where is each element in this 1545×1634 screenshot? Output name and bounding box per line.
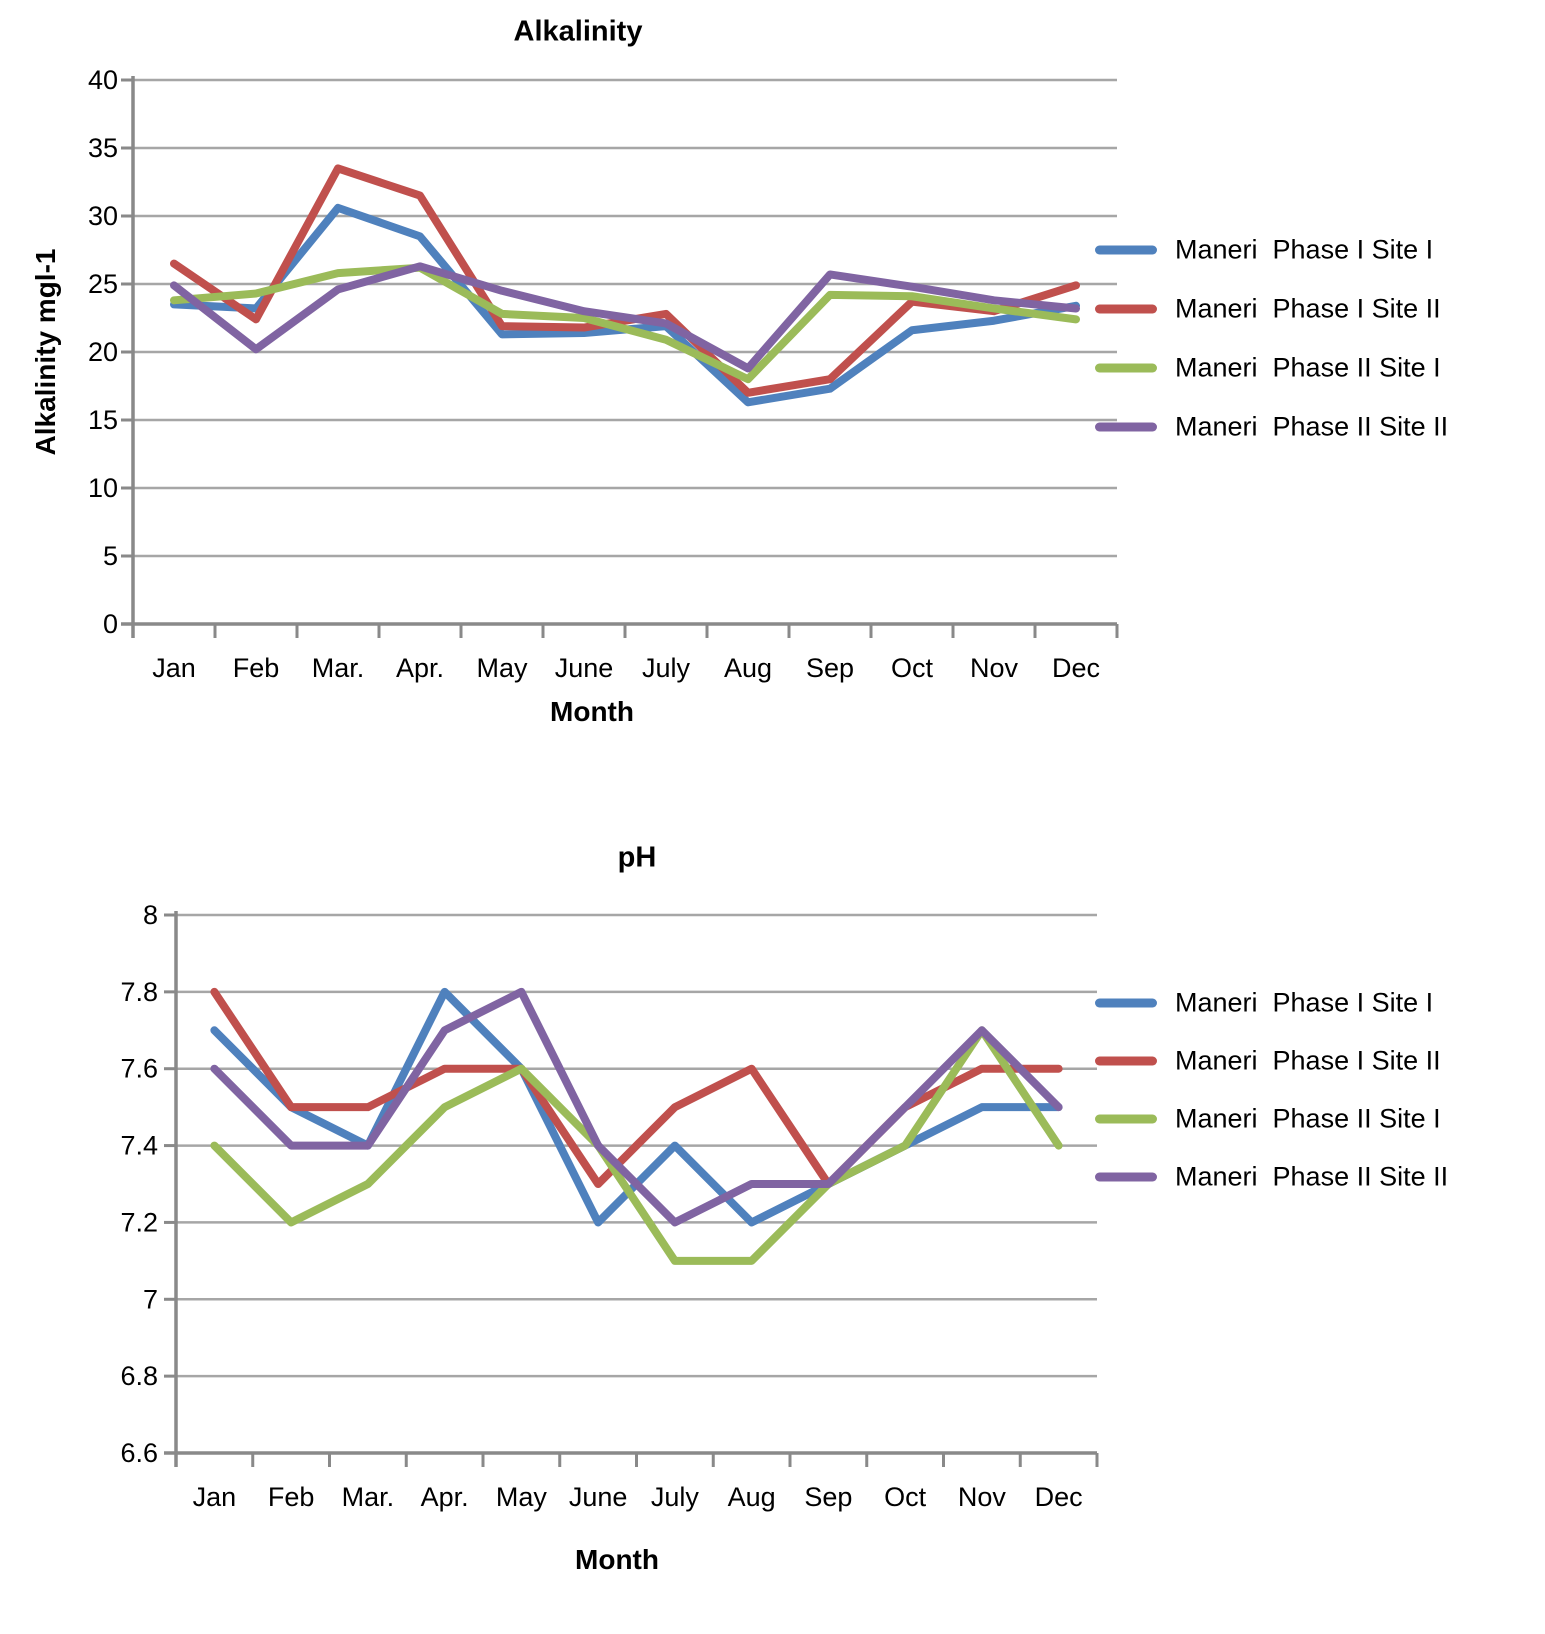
alkalinity-x-tick-label: Mar. (312, 653, 365, 683)
alkalinity-y-tick-label: 40 (88, 65, 118, 95)
ph-y-tick-label: 6.6 (120, 1438, 158, 1468)
alkalinity-x-tick-label: Nov (970, 653, 1019, 683)
alkalinity-y-tick-label: 15 (88, 405, 118, 435)
ph-x-tick-label: Mar. (342, 1482, 395, 1512)
ph-y-tick-label: 6.8 (120, 1361, 158, 1391)
ph-x-tick-label: Sep (804, 1482, 852, 1512)
alkalinity-x-tick-label: Apr. (396, 653, 444, 683)
alkalinity-x-tick-label: Sep (806, 653, 854, 683)
alkalinity-y-tick-label: 20 (88, 337, 118, 367)
alkalinity-series-line (170, 263, 1080, 384)
ph-series-line (210, 1026, 1063, 1265)
alkalinity-series-line (170, 262, 1080, 373)
alkalinity-x-tick-label: Dec (1052, 653, 1100, 683)
alkalinity-x-tick-label: Jan (152, 653, 196, 683)
ph-y-tick-label: 7.8 (120, 977, 158, 1007)
ph-y-tick-label: 7.6 (120, 1054, 158, 1084)
ph-x-tick-label: June (569, 1482, 628, 1512)
alkalinity-y-tick-label: 10 (88, 473, 118, 503)
alkalinity-x-axis-title: Month (550, 696, 634, 727)
ph-x-tick-label: Jan (193, 1482, 237, 1512)
ph-y-tick-label: 7.2 (120, 1207, 158, 1237)
alkalinity-y-tick-label: 0 (103, 609, 118, 639)
alkalinity-x-tick-label: Aug (724, 653, 772, 683)
alkalinity-y-tick-label: 30 (88, 201, 118, 231)
ph-series-line (210, 987, 1063, 1188)
ph-x-tick-label: July (651, 1482, 700, 1512)
ph-x-tick-label: Feb (268, 1482, 315, 1512)
alkalinity-y-tick-label: 5 (103, 541, 118, 571)
ph-series-line (210, 987, 1063, 1227)
alkalinity-x-tick-label: Feb (233, 653, 280, 683)
ph-x-axis-title: Month (575, 1544, 659, 1575)
alkalinity-x-tick-label: May (476, 653, 528, 683)
alkalinity-y-axis-title: Alkalinity mgl-1 (30, 248, 61, 456)
alkalinity-chart-title: Alkalinity (513, 15, 643, 48)
ph-chart-title: pH (617, 841, 657, 874)
alkalinity-y-tick-label: 35 (88, 133, 118, 163)
alkalinity-x-tick-label: June (555, 653, 614, 683)
alkalinity-x-tick-label: July (642, 653, 691, 683)
ph-x-tick-label: Oct (884, 1482, 927, 1512)
ph-x-tick-label: Nov (958, 1482, 1007, 1512)
ph-x-tick-label: Apr. (421, 1482, 469, 1512)
ph-x-tick-label: May (496, 1482, 548, 1512)
alkalinity-x-tick-label: Oct (891, 653, 934, 683)
ph-y-tick-label: 7 (143, 1284, 158, 1314)
alkalinity-y-tick-label: 25 (88, 269, 118, 299)
ph-y-tick-label: 8 (143, 900, 158, 930)
ph-y-tick-label: 7.4 (120, 1131, 158, 1161)
ph-x-tick-label: Dec (1035, 1482, 1083, 1512)
ph-x-tick-label: Aug (728, 1482, 776, 1512)
